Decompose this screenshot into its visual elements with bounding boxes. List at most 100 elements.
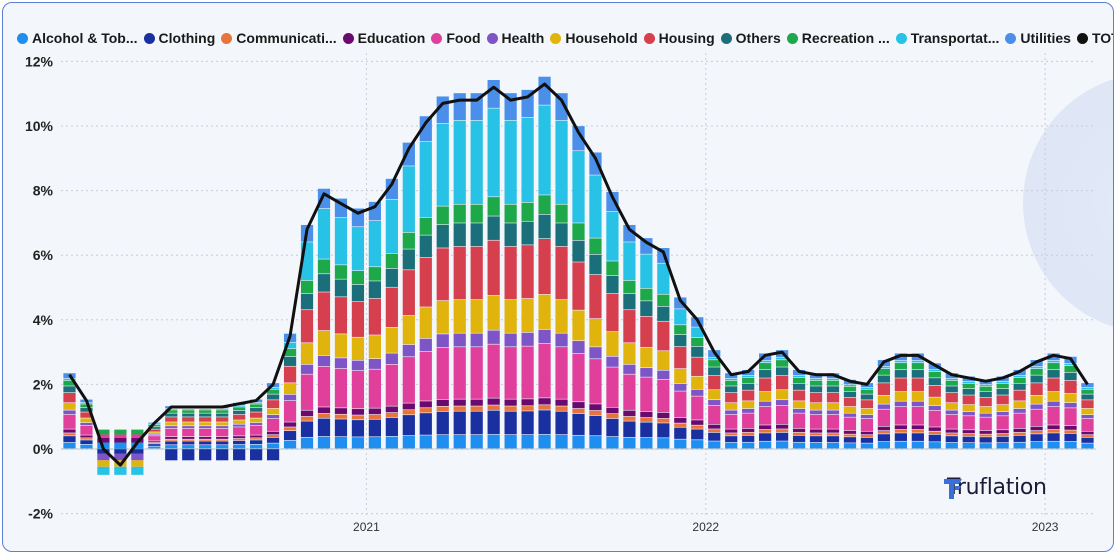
bar-segment bbox=[266, 437, 280, 443]
legend-item-6[interactable]: Household bbox=[550, 30, 638, 46]
bar-segment bbox=[623, 280, 636, 294]
bar-segment bbox=[877, 375, 891, 383]
legend-item-1[interactable]: Clothing bbox=[143, 30, 216, 46]
bar-segment bbox=[351, 370, 365, 409]
legend-item-3[interactable]: Education bbox=[342, 30, 425, 46]
bar-segment bbox=[759, 406, 772, 425]
bar-segment bbox=[1081, 408, 1094, 415]
bar-segment bbox=[436, 406, 449, 412]
bar-segment bbox=[317, 330, 331, 356]
bar-segment bbox=[368, 359, 382, 369]
bar-segment bbox=[436, 123, 449, 206]
bar-segment bbox=[911, 425, 924, 430]
bar-segment bbox=[216, 441, 229, 445]
bar-segment bbox=[385, 436, 398, 449]
bar-segment bbox=[962, 389, 975, 395]
bar-segment bbox=[453, 399, 466, 406]
bar-segment bbox=[1081, 431, 1094, 435]
bar-segment bbox=[826, 433, 840, 436]
bar-segment bbox=[657, 370, 670, 380]
bar-segment bbox=[436, 248, 449, 301]
bar-segment bbox=[317, 292, 331, 331]
bar-segment bbox=[962, 383, 975, 389]
bar-segment bbox=[63, 380, 76, 386]
bar-segment bbox=[843, 434, 857, 437]
bar-segment bbox=[674, 383, 687, 391]
bar-segment bbox=[742, 377, 755, 383]
legend-item-0[interactable]: Alcohol & Tob... bbox=[17, 30, 138, 46]
legend-item-7[interactable]: Housing bbox=[643, 30, 715, 46]
bar-segment bbox=[453, 204, 466, 223]
bar-segment bbox=[962, 395, 975, 405]
bar-segment bbox=[979, 434, 992, 437]
bar-segment bbox=[148, 442, 161, 444]
legend-label: Clothing bbox=[158, 30, 216, 46]
bar-segment bbox=[1081, 387, 1094, 389]
bar-segment bbox=[266, 431, 280, 435]
bar-segment bbox=[80, 404, 93, 408]
bar-segment bbox=[657, 294, 670, 307]
bar-segment bbox=[419, 408, 432, 413]
bar-segment bbox=[759, 441, 772, 449]
bar-segment bbox=[368, 281, 382, 299]
bar-segment bbox=[521, 332, 534, 346]
legend-swatch bbox=[550, 32, 562, 44]
bar-segment bbox=[623, 374, 636, 410]
bar-segment bbox=[300, 437, 314, 449]
bar-segment bbox=[250, 408, 263, 412]
legend-label: Health bbox=[501, 30, 545, 46]
bar-segment bbox=[402, 357, 415, 403]
bar-segment bbox=[962, 416, 975, 430]
bar-segment bbox=[996, 433, 1009, 437]
bar-segment bbox=[182, 428, 195, 437]
bar-segment bbox=[589, 238, 602, 255]
bar-segment bbox=[300, 410, 314, 417]
bar-segment bbox=[334, 358, 348, 369]
bar-segment bbox=[148, 429, 161, 432]
bar-segment bbox=[911, 363, 924, 370]
bar-segment bbox=[1013, 435, 1026, 442]
bar-segment bbox=[826, 378, 840, 381]
bar-segment bbox=[165, 428, 178, 437]
bar-segment bbox=[674, 423, 687, 427]
bar-segment bbox=[1064, 380, 1077, 394]
bar-segment bbox=[250, 449, 263, 461]
bar-segment bbox=[775, 357, 789, 360]
legend-item-2[interactable]: Communicati... bbox=[221, 30, 337, 46]
bar-segment bbox=[283, 356, 297, 366]
legend-item-12[interactable]: TOTAL bbox=[1076, 30, 1113, 46]
legend-item-4[interactable]: Food bbox=[431, 30, 481, 46]
bar-segment bbox=[300, 293, 314, 310]
bar-segment bbox=[317, 208, 331, 259]
bar-segment bbox=[572, 240, 585, 262]
bar-segment bbox=[538, 195, 551, 215]
bar-segment bbox=[860, 418, 874, 431]
bar-segment bbox=[928, 434, 941, 442]
bar-segment bbox=[114, 442, 127, 449]
bar-segment bbox=[623, 416, 636, 421]
bar-segment bbox=[487, 410, 500, 435]
legend-item-8[interactable]: Others bbox=[720, 30, 781, 46]
legend-item-5[interactable]: Health bbox=[486, 30, 545, 46]
bar-segment bbox=[131, 434, 144, 438]
legend-item-9[interactable]: Recreation ... bbox=[786, 30, 890, 46]
bar-segment bbox=[640, 368, 653, 377]
bar-segment bbox=[233, 440, 246, 445]
legend-item-10[interactable]: Transportat... bbox=[895, 30, 999, 46]
bar-segment bbox=[589, 254, 602, 275]
bar-segment bbox=[572, 353, 585, 402]
bar-segment bbox=[165, 449, 178, 461]
bar-segment bbox=[538, 410, 551, 435]
legend-item-11[interactable]: Utilities bbox=[1005, 30, 1071, 46]
bar-segment bbox=[317, 274, 331, 292]
bar-segment bbox=[538, 434, 551, 449]
bar-segment bbox=[555, 204, 568, 223]
bar-segment bbox=[911, 391, 924, 401]
bar-segment bbox=[742, 435, 755, 442]
bar-segment bbox=[962, 411, 975, 416]
globe-decoration bbox=[1023, 79, 1113, 327]
bar-segment bbox=[1013, 375, 1026, 378]
bar-segment bbox=[962, 381, 975, 384]
bar-segment bbox=[674, 439, 687, 449]
bar-segment bbox=[877, 426, 891, 431]
